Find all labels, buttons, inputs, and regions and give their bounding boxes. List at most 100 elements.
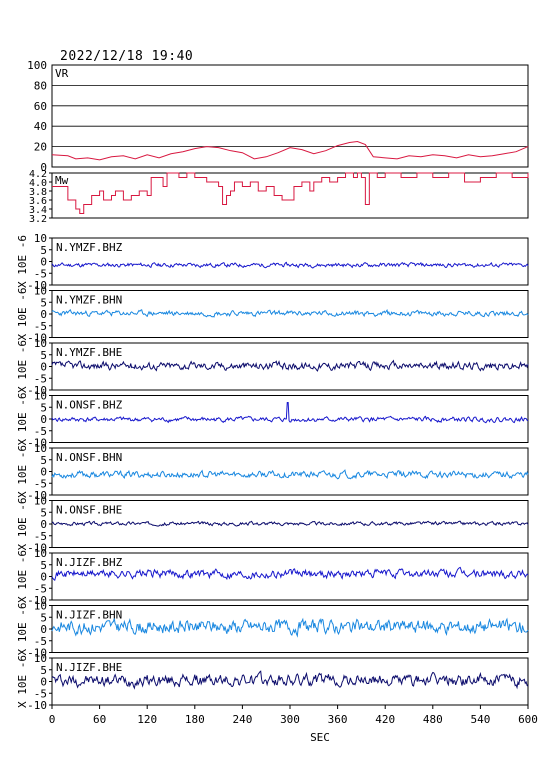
- waveform-tick-label: 5: [40, 506, 47, 519]
- waveform-panel-frame: [51, 605, 529, 653]
- x-axis-tick-label: 420: [375, 713, 395, 726]
- waveform-station-label: N.ONSF.BHZ: [56, 399, 123, 412]
- waveform-tick-label: 10: [34, 390, 47, 403]
- waveform-tick-label: 5: [40, 664, 47, 677]
- vr-tick-label: 60: [34, 100, 47, 113]
- mw-tick-label: 3.4: [29, 205, 47, 216]
- waveform-tick-label: 0: [40, 676, 47, 689]
- waveform-tick-label: 10: [34, 495, 47, 508]
- vr-tick-label: 100: [27, 59, 47, 72]
- waveform-unit-label: X 10E -6: [16, 655, 29, 708]
- x-axis-tick-label: 480: [423, 713, 443, 726]
- waveform-tick-label: -5: [34, 687, 47, 700]
- mw-panel-label: Mw: [55, 174, 69, 187]
- waveform-station-label: N.ONSF.BHN: [56, 451, 122, 464]
- waveform-trace: [51, 617, 529, 638]
- waveform-panel-frame: [51, 290, 529, 338]
- waveform-tick-label: 5: [40, 611, 47, 624]
- waveform-tick-label: -5: [34, 582, 47, 595]
- waveform-unit-label: X 10E -6: [16, 340, 29, 393]
- x-axis-tick-label: 60: [93, 713, 106, 726]
- waveform-unit-label: X 10E -6: [16, 235, 29, 288]
- waveform-trace: [51, 670, 529, 690]
- waveform-unit-label: X 10E -6: [16, 445, 29, 498]
- waveform-tick-label: -5: [34, 267, 47, 280]
- x-axis-tick-label: 540: [470, 713, 490, 726]
- waveform-unit-label: X 10E -6: [16, 498, 29, 551]
- waveform-tick-label: -5: [34, 635, 47, 648]
- waveform-tick-label: -5: [34, 320, 47, 333]
- waveform-tick-label: 0: [40, 518, 47, 531]
- vr-panel-label: VR: [55, 67, 69, 80]
- x-axis-tick-label: 600: [518, 713, 538, 726]
- x-axis-tick-label: 360: [328, 713, 348, 726]
- waveform-panel-frame: [51, 237, 529, 286]
- x-axis-tick-label: 240: [232, 713, 252, 726]
- waveform-tick-label: 0: [40, 256, 47, 269]
- waveform-unit-label: X 10E -6: [16, 288, 29, 341]
- waveform-tick-label: -10: [27, 384, 47, 397]
- waveform-tick-label: 10: [34, 652, 47, 665]
- waveform-tick-label: 10: [34, 600, 47, 613]
- waveform-tick-label: -10: [27, 437, 47, 450]
- chart-title-datetime: 2022/12/18 19:40: [60, 49, 194, 64]
- waveform-trace: [51, 469, 529, 480]
- waveform-tick-label: 5: [40, 454, 47, 467]
- mw-tick-label: 4.0: [29, 178, 47, 189]
- waveform-trace: [51, 566, 529, 581]
- waveform-tick-label: -10: [27, 332, 47, 345]
- waveform-tick-label: -10: [27, 647, 47, 660]
- vr-tick-label: 40: [34, 120, 47, 133]
- waveform-unit-label: X 10E -6: [16, 393, 29, 446]
- waveform-tick-label: 10: [34, 337, 47, 350]
- mw-tick-label: 3.2: [29, 214, 47, 225]
- x-axis-tick-label: 300: [280, 713, 300, 726]
- waveform-trace: [51, 402, 529, 424]
- waveform-tick-label: 0: [40, 466, 47, 479]
- mw-tick-label: 4.2: [29, 169, 47, 180]
- waveform-tick-label: -10: [27, 279, 47, 292]
- mw-series-line: [52, 172, 529, 214]
- waveform-tick-label: -5: [34, 477, 47, 490]
- waveform-panel-frame: [51, 552, 529, 601]
- waveform-tick-label: -10: [27, 489, 47, 502]
- waveform-station-label: N.JIZF.BHE: [56, 661, 122, 674]
- waveform-station-label: N.JIZF.BHN: [56, 609, 122, 622]
- waveform-station-label: N.YMZF.BHN: [56, 294, 122, 307]
- waveform-tick-label: -5: [34, 372, 47, 385]
- waveform-tick-label: 0: [40, 308, 47, 321]
- waveform-trace: [51, 308, 529, 318]
- x-axis-tick-label: 180: [185, 713, 205, 726]
- vr-tick-label: 0: [40, 161, 47, 174]
- vr-tick-label: 80: [34, 79, 47, 92]
- waveform-panel-frame: [51, 447, 529, 496]
- waveform-tick-label: 0: [40, 623, 47, 636]
- waveform-unit-label: X 10E -6: [16, 550, 29, 603]
- waveform-tick-label: -5: [34, 425, 47, 438]
- waveform-station-label: N.JIZF.BHZ: [56, 556, 123, 569]
- waveform-tick-label: 5: [40, 401, 47, 414]
- vr-panel-frame: [51, 64, 529, 168]
- waveform-trace: [51, 359, 529, 372]
- waveform-tick-label: 5: [40, 296, 47, 309]
- vr-tick-label: 20: [34, 141, 47, 154]
- mw-tick-label: 3.6: [29, 196, 47, 207]
- vr-series-line: [51, 140, 529, 161]
- waveform-tick-label: 5: [40, 349, 47, 362]
- mw-panel-frame: [51, 172, 529, 219]
- waveform-tick-label: -10: [27, 699, 47, 712]
- waveform-tick-label: 10: [34, 232, 47, 245]
- waveform-unit-label: X 10E -6: [16, 603, 29, 656]
- x-axis-tick-label: 0: [49, 713, 56, 726]
- waveform-tick-label: 10: [34, 442, 47, 455]
- waveform-tick-label: 5: [40, 559, 47, 572]
- waveform-tick-label: 0: [40, 413, 47, 426]
- waveform-trace: [51, 520, 529, 527]
- x-axis-tick-label: 120: [137, 713, 157, 726]
- x-axis-label: SEC: [310, 731, 330, 744]
- waveform-tick-label: -10: [27, 542, 47, 555]
- waveform-tick-label: 0: [40, 361, 47, 374]
- waveform-tick-label: 5: [40, 244, 47, 257]
- waveform-tick-label: 10: [34, 285, 47, 298]
